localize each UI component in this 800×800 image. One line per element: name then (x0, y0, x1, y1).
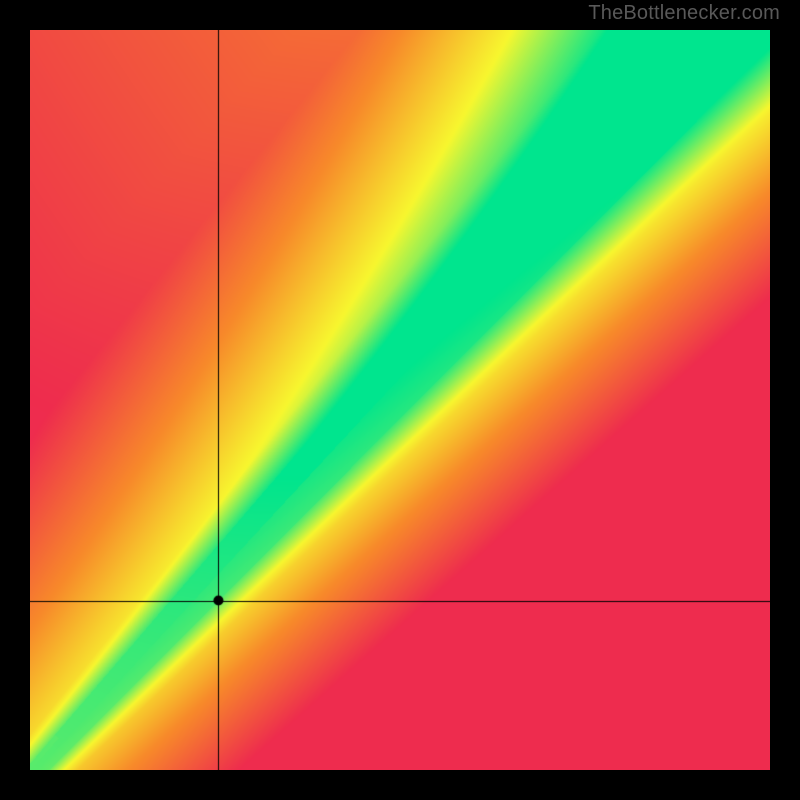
bottleneck-heatmap-canvas (30, 30, 770, 770)
watermark-label: TheBottlenecker.com (588, 2, 780, 25)
chart-stage: TheBottlenecker.com (0, 0, 800, 800)
